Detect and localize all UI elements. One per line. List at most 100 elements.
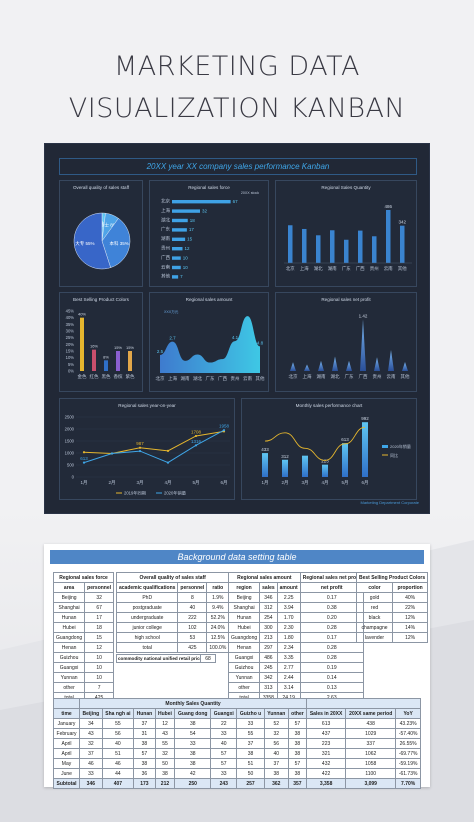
column-header: region — [227, 582, 261, 593]
category-label: 广东 — [345, 373, 354, 380]
panel-product-colors: Best Selling Product Colors 45% 40% 35% 30%… — [59, 292, 143, 392]
table-cell: Henan — [227, 642, 261, 653]
category-label: 5月 — [192, 480, 199, 486]
table-cell: 67 — [84, 602, 115, 613]
retail-price-value: 68 — [200, 654, 216, 663]
table-cell: Beijing — [52, 592, 86, 603]
table-cell: Guangxi — [227, 652, 261, 663]
table-cell: PhD — [115, 592, 179, 603]
table-cell: 2.30 — [276, 622, 301, 633]
category-label: 北京 — [289, 373, 298, 380]
table-cell: 33 — [210, 768, 238, 779]
table-cell: 300 — [259, 622, 278, 633]
force-table: Regional sales force area personnel Beijing… — [52, 572, 115, 703]
table-cell: 38 — [287, 748, 308, 759]
column-header: Guangxi — [210, 708, 238, 719]
table-cell: 342 — [259, 672, 278, 683]
table-cell: 22% — [392, 602, 429, 613]
bar-value-label: 613 — [341, 437, 349, 442]
table-cell: 0.19 — [299, 662, 364, 673]
table-cell: 9.4% — [206, 602, 230, 613]
y-tick-label: 0% — [68, 369, 74, 374]
category-label: 上海 — [168, 375, 177, 382]
table-cell: 0.28 — [299, 642, 364, 653]
table-cell: 613 — [306, 718, 347, 729]
table-row: Guangdong 15 — [52, 632, 115, 643]
table-cell: Shanghai — [227, 602, 261, 613]
table-cell: 486 — [259, 652, 278, 663]
table-cell: 1.80 — [276, 632, 301, 643]
color-bar-chart: 45%40%35%30%25%20%15%10%5%0%40%金色16%红色8%… — [66, 309, 135, 381]
bar — [290, 362, 296, 371]
table-cell: 26.55% — [395, 738, 421, 749]
page-title-line2: VISUALIZATION KANBAN — [68, 93, 406, 124]
column-header: Hubei — [154, 708, 176, 719]
table-cell: April — [52, 738, 81, 749]
table-row: high school 53 12.5% — [115, 632, 230, 643]
column-header: sales — [259, 582, 278, 593]
table-title: Regional sales amount — [228, 572, 301, 583]
panel-title: Best Selling Product Colors — [73, 297, 129, 302]
bar-value-label: 15% — [126, 345, 134, 350]
table-cell: 10 — [84, 672, 115, 683]
table-cell: 245 — [259, 662, 278, 673]
table-cell: 321 — [306, 748, 347, 759]
table-cell: Shanghai — [52, 602, 86, 613]
table-row: Guangxi 486 3.35 0.28 — [227, 652, 364, 663]
line-point — [110, 452, 114, 455]
table-cell: Beijing — [227, 592, 261, 603]
dashboard-title: 20XX year XX company sales performance K… — [59, 158, 417, 175]
bar-value-label: 7 — [180, 274, 183, 279]
category-label: 云南 — [387, 373, 396, 380]
category-label: 其他 — [398, 265, 407, 272]
table-cell: 432 — [306, 758, 347, 769]
bar — [358, 230, 363, 263]
table-cell: undergraduate — [115, 612, 179, 623]
column-header: area — [52, 582, 86, 593]
table-cell: 38 — [154, 768, 176, 779]
table-cell: 3.94 — [276, 602, 301, 613]
bar — [282, 459, 288, 477]
category-label: 1月 — [80, 480, 87, 486]
category-label: 北京 — [161, 198, 170, 205]
table-cell: 1100 — [345, 768, 397, 779]
y-tick-label: 40% — [66, 315, 75, 320]
bar — [116, 351, 120, 371]
column-header: personnel — [84, 582, 115, 593]
category-label: 云南 — [384, 265, 393, 272]
category-label: 广东 — [161, 226, 170, 233]
column-header: amount — [276, 582, 301, 593]
table-cell: 38 — [174, 758, 212, 769]
table-row: black 12% — [355, 612, 429, 623]
category-label: 湖北 — [314, 265, 323, 272]
table-row: other 7 — [52, 682, 115, 693]
table-row: other 313 3.14 0.13 — [227, 682, 364, 693]
table-cell: 3.35 — [276, 652, 301, 663]
column-header: ratio — [206, 582, 230, 593]
point-label: 613 — [80, 456, 88, 461]
amount-table: Regional sales amount Regional sales net … — [227, 572, 364, 703]
panel-year-on-year: Regional sales year-on-year 2500 2000 1500… — [59, 398, 235, 500]
y-tick-label: 25% — [66, 335, 75, 340]
table-cell: 37 — [263, 758, 289, 769]
table-cell: 57 — [210, 758, 238, 769]
table-cell: 3.14 — [276, 682, 301, 693]
category-label: 其他 — [256, 375, 265, 382]
pie-slice-label: 大专 55% — [75, 240, 94, 247]
table-cell: 213 — [259, 632, 278, 643]
bar — [330, 230, 335, 263]
bar — [322, 464, 328, 477]
column-header: proportion — [392, 582, 429, 593]
bar — [400, 225, 405, 263]
table-cell: 14% — [392, 622, 429, 633]
category-label: 云南 — [161, 263, 170, 270]
table-cell: 2.77 — [276, 662, 301, 673]
bar-value-label: 67 — [233, 199, 239, 204]
table-cell: 40 — [177, 602, 208, 613]
table-row: January 34 55 37 12 38 22 33 52 57 613 438 43.23% — [52, 718, 421, 729]
category-label: 红色 — [90, 373, 99, 379]
table-row: champagne 14% — [355, 622, 429, 633]
table-cell: Guangxi — [52, 662, 86, 673]
table-header-row: color proportion — [355, 582, 429, 593]
pie-slice-label: 博士 — [99, 220, 108, 227]
